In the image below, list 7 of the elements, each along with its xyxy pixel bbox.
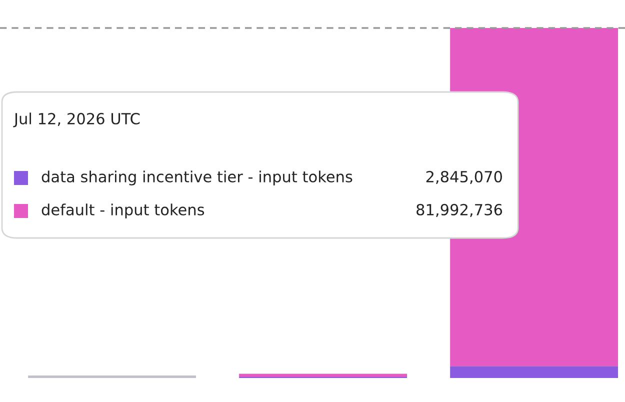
legend-label: default - input tokens [42,204,204,218]
bar [450,366,618,378]
annotation: 2,845,070 [426,170,502,184]
annotation: 81,992,736 [416,204,502,217]
bar [239,374,408,377]
legend-label: data sharing incentive tier - input tokens [42,170,352,186]
legend-title: Jul 12, 2026 UTC [13,112,140,128]
